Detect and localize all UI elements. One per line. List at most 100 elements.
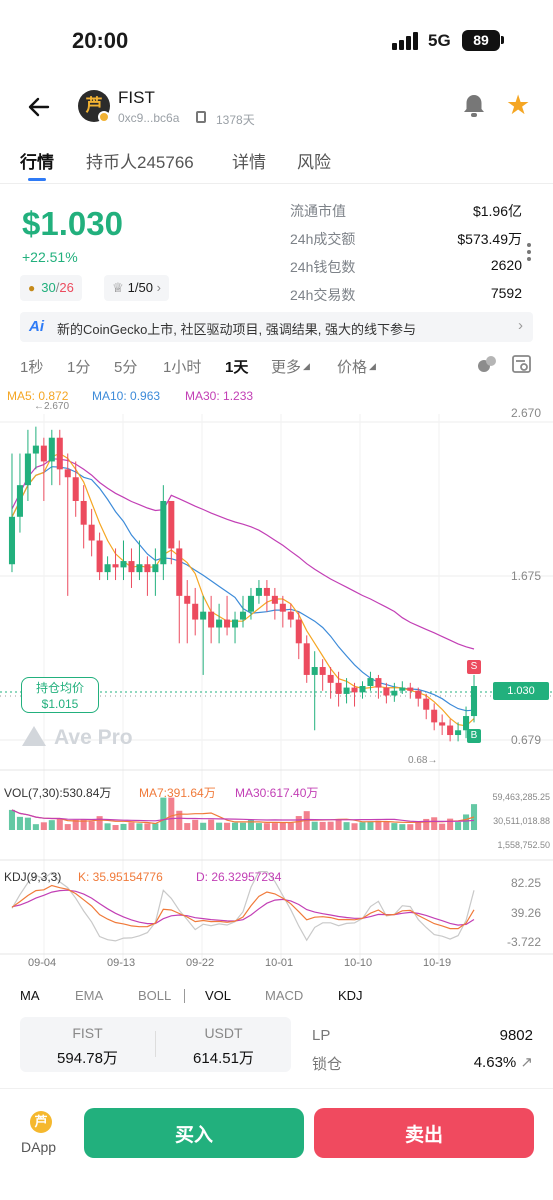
x-axis-tick: 10-19 (423, 957, 452, 969)
copy-icon[interactable] (196, 111, 206, 123)
volume-bar (383, 821, 390, 830)
candle-body (239, 611, 247, 620)
pool-token-a: FIST 594.78万 (20, 1025, 155, 1068)
stat-row: 流通市值 $1.96亿 (290, 201, 522, 229)
candle-body (391, 690, 398, 696)
network-label: 5G (428, 31, 451, 50)
candle-body (40, 445, 47, 462)
interval-more[interactable]: 更多 (271, 359, 302, 376)
candle-body (168, 500, 175, 549)
news-banner[interactable]: Ai 新的CoinGecko上市, 社区驱动项目, 强调结果, 强大的线下参与 … (20, 312, 533, 342)
indicator-ma[interactable]: MA (20, 988, 40, 1003)
price-chart[interactable]: MA5: 0.872 MA10: 0.963 MA30: 1.233 ←2.67… (0, 384, 553, 984)
interval-1h[interactable]: 1小时 (163, 359, 202, 376)
volume-bar (375, 820, 382, 830)
candle-body (263, 587, 270, 596)
volume-bar (8, 809, 16, 830)
stat-label: 24h交易数 (290, 287, 356, 303)
volume-bar (271, 823, 278, 830)
tab-holders[interactable]: 持币人245766 (86, 153, 194, 172)
volume-bar (335, 819, 342, 830)
volume-bar (16, 816, 23, 830)
dropdown-triangle-icon: ◢ (369, 361, 376, 371)
volume-bar (48, 820, 55, 830)
sell-marker: S (467, 660, 481, 674)
stat-label: 24h成交额 (290, 231, 356, 247)
candle-body (327, 674, 334, 683)
interval-1m[interactable]: 1分 (67, 359, 91, 376)
token-address: 0xc9...bc6a (118, 111, 180, 125)
volume-bar (351, 823, 358, 830)
volume-bar (423, 818, 430, 830)
chevron-right-icon: › (156, 280, 161, 295)
indicator-vol[interactable]: VOL (205, 988, 232, 1003)
battery-icon: 89 (462, 30, 500, 51)
candle-body (176, 548, 183, 596)
volume-bar (415, 821, 422, 830)
favorite-star-icon[interactable]: ★ (506, 90, 531, 120)
price-axis-tick: 2.670 (510, 406, 541, 420)
volume-bar (399, 824, 406, 830)
volume-bar (391, 823, 398, 830)
stat-value: 2620 (490, 257, 522, 273)
signal-icon (392, 32, 422, 50)
candle-body (447, 725, 454, 736)
tab-risk[interactable]: 风险 (297, 153, 331, 172)
tab-details[interactable]: 详情 (232, 153, 266, 172)
volume-bar (327, 821, 334, 830)
candle-body (255, 587, 262, 596)
legend-kdj: KDJ(9,3,3) (4, 870, 62, 884)
price-mode-select[interactable]: 价格 (337, 359, 368, 376)
volume-bar (96, 816, 103, 830)
candle-body (271, 595, 278, 604)
volume-bar (88, 821, 95, 830)
volume-bar (232, 822, 239, 830)
sell-button[interactable]: 卖出 (314, 1108, 534, 1158)
buy-button[interactable]: 买入 (84, 1108, 304, 1158)
lock-value: 4.63% ↗ (473, 1054, 533, 1071)
indicator-boll[interactable]: BOLL (138, 988, 172, 1003)
candle-body (335, 682, 342, 694)
interval-1d[interactable]: 1天 (225, 359, 249, 376)
token-logo-icon: 芦 (78, 90, 110, 122)
indicator-ema[interactable]: EMA (75, 988, 104, 1003)
pool-token-amount: 614.51万 (193, 1050, 254, 1067)
tab-market[interactable]: 行情 (20, 153, 54, 172)
legend-ma30: MA30: 1.233 (185, 389, 254, 403)
stat-value: $573.49万 (457, 231, 522, 247)
volume-bar (136, 823, 143, 830)
volume-bar (295, 816, 302, 830)
indicator-tabs: MA EMA BOLL VOL MACD KDJ (0, 988, 553, 1006)
chart-settings-icon[interactable] (511, 353, 533, 375)
back-arrow-icon[interactable] (24, 92, 54, 122)
volume-bar (112, 825, 119, 830)
bell-icon[interactable] (460, 92, 488, 120)
indicator-settings-icon[interactable] (476, 353, 498, 375)
legend-ma5: MA5: 0.872 (7, 389, 69, 403)
rank-chip[interactable]: ♕ 1/50 › (104, 275, 169, 301)
candle-body (88, 524, 95, 541)
volume-bar (56, 818, 63, 830)
interval-1s[interactable]: 1秒 (20, 359, 44, 376)
pool-divider (155, 1031, 156, 1057)
current-price: $1.030 (22, 205, 123, 242)
token-header: 芦 FIST 0xc9...bc6a 1378天 ★ (0, 84, 553, 132)
buy-sell-chip[interactable]: ● 30/26 (20, 275, 82, 301)
volume-bar (216, 822, 223, 830)
stats-panel: 流通市值 $1.96亿 24h成交额 $573.49万 24h钱包数 2620 24h… (290, 201, 522, 313)
candle-body (48, 437, 55, 462)
dapp-label[interactable]: DApp (21, 1139, 57, 1155)
token-name: FIST (118, 88, 155, 107)
more-vertical-icon[interactable] (527, 243, 533, 264)
candle-body (455, 730, 462, 736)
interval-5m[interactable]: 5分 (114, 359, 138, 376)
volume-bar (32, 824, 39, 830)
dapp-icon[interactable]: 芦 (30, 1111, 52, 1133)
candle-body (423, 698, 430, 710)
candle-body (287, 611, 294, 620)
volume-bar (311, 821, 318, 830)
ai-icon: Ai (29, 318, 44, 335)
indicator-kdj[interactable]: KDJ (338, 988, 363, 1003)
indicator-macd[interactable]: MACD (265, 988, 304, 1003)
legend-vol-ma30: MA30:617.40万 (235, 786, 319, 800)
